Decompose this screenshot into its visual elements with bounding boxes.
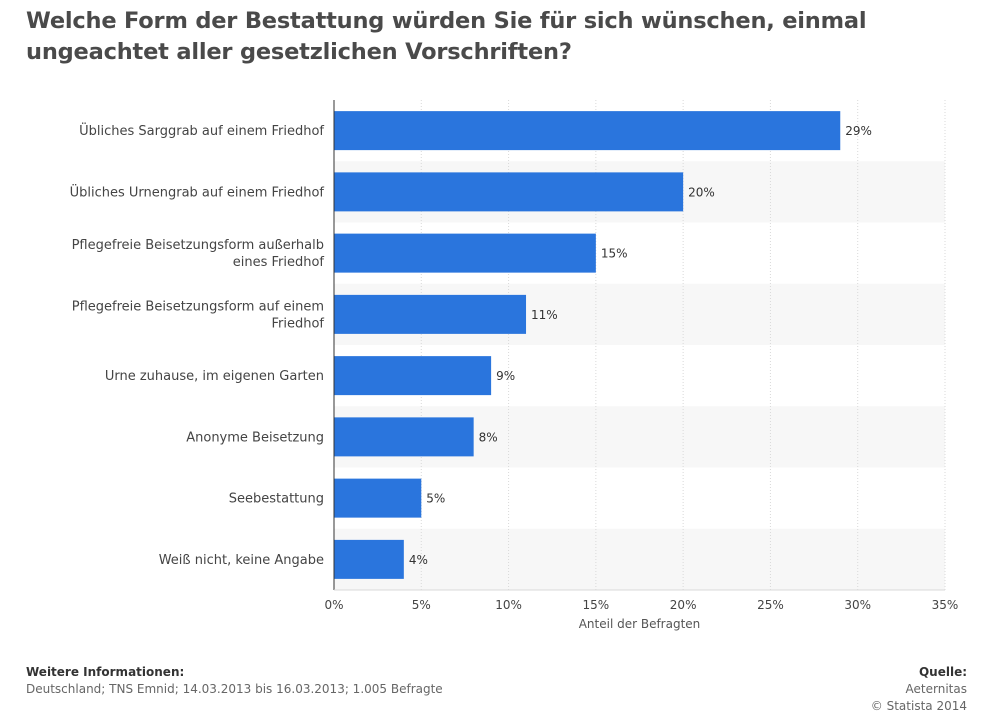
source-heading: Quelle:: [918, 665, 967, 679]
info-heading: Weitere Informationen:: [26, 665, 185, 679]
bar-chart: 29% Übliches Sarggrab auf einem Friedhof 2…: [70, 100, 959, 631]
bar: [334, 111, 841, 151]
bar-value-label: 8%: [479, 430, 498, 444]
category-label: Weiß nicht, keine Angabe: [159, 553, 324, 568]
bar-value-label: 9%: [496, 369, 515, 383]
bar-value-label: 15%: [601, 247, 628, 261]
bar-value-label: 5%: [426, 492, 445, 506]
x-tick-label: 35%: [932, 598, 959, 612]
category-label: eines Friedhof: [233, 255, 325, 270]
category-label: Anonyme Beisetzung: [186, 430, 324, 445]
bar: [334, 539, 404, 579]
footer-source: Quelle: Aeternitas © Statista 2014: [871, 664, 967, 715]
row-stripe: [334, 528, 945, 590]
bar-value-label: 4%: [409, 553, 428, 567]
x-tick-label: 20%: [670, 598, 697, 612]
x-tick-label: 5%: [412, 598, 431, 612]
copyright-text: © Statista 2014: [870, 699, 967, 713]
footer-info: Weitere Informationen: Deutschland; TNS …: [26, 664, 443, 698]
bar: [334, 356, 492, 396]
info-text: Deutschland; TNS Emnid; 14.03.2013 bis 1…: [26, 682, 443, 696]
chart-title: Welche Form der Bestattung würden Sie fü…: [26, 8, 867, 65]
bar-value-label: 29%: [845, 124, 872, 138]
x-tick-label: 15%: [583, 598, 610, 612]
category-label: Seebestattung: [229, 492, 324, 507]
category-label: Urne zuhause, im eigenen Garten: [105, 369, 324, 384]
bar: [334, 172, 684, 212]
bar: [334, 417, 474, 457]
source-text: Aeternitas: [905, 682, 967, 696]
x-tick-label: 0%: [324, 598, 343, 612]
x-axis-title: Anteil der Befragten: [579, 617, 701, 631]
bar-value-label: 11%: [531, 308, 558, 322]
bar: [334, 233, 596, 273]
x-tick-label: 10%: [495, 598, 522, 612]
category-label: Übliches Sarggrab auf einem Friedhof: [79, 122, 324, 139]
x-tick-label: 30%: [844, 598, 871, 612]
x-tick-label: 25%: [757, 598, 784, 612]
bar: [334, 478, 422, 518]
category-label: Friedhof: [271, 316, 324, 331]
category-label: Pflegefreie Beisetzungsform auf einem: [72, 299, 324, 314]
bar: [334, 294, 527, 334]
bar-value-label: 20%: [688, 185, 715, 199]
category-label: Übliches Urnengrab auf einem Friedhof: [70, 183, 325, 200]
category-label: Pflegefreie Beisetzungsform außerhalb: [72, 238, 324, 253]
